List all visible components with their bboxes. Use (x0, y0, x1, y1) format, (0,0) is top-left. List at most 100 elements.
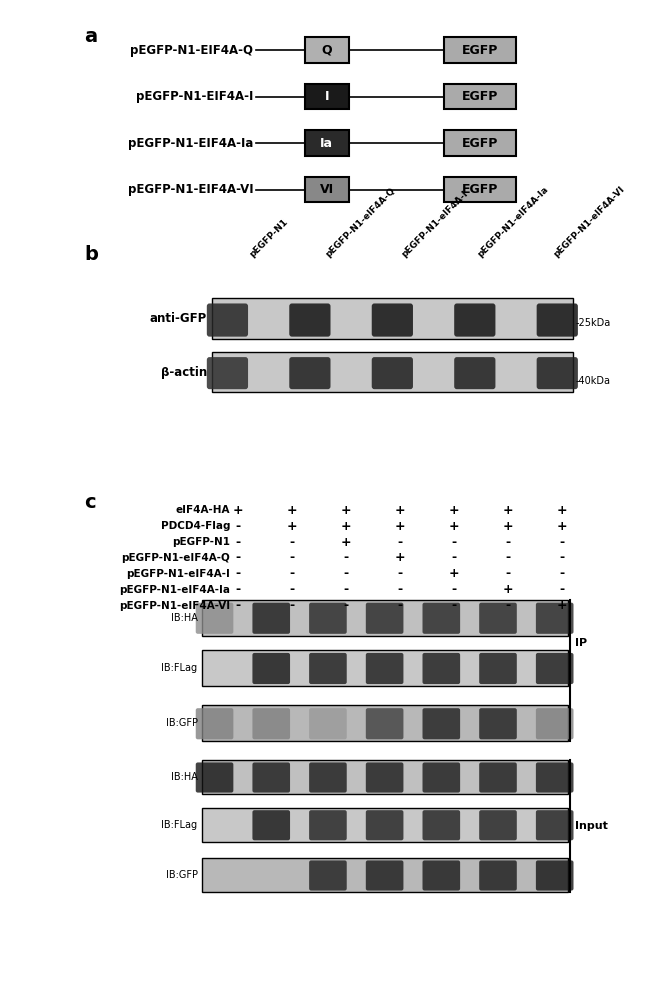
FancyBboxPatch shape (536, 708, 573, 739)
FancyBboxPatch shape (536, 603, 573, 634)
Text: -: - (289, 599, 295, 612)
FancyBboxPatch shape (536, 860, 573, 891)
Text: +: + (449, 520, 460, 533)
FancyBboxPatch shape (366, 653, 404, 684)
FancyBboxPatch shape (372, 357, 413, 389)
Text: -: - (452, 551, 457, 564)
Text: pEGFP-N1: pEGFP-N1 (172, 537, 230, 547)
Text: -: - (506, 567, 511, 580)
Text: eIF4A-HA: eIF4A-HA (176, 505, 230, 515)
Text: +: + (340, 536, 351, 549)
FancyBboxPatch shape (444, 130, 516, 156)
Text: -: - (560, 551, 565, 564)
FancyBboxPatch shape (366, 762, 404, 793)
FancyBboxPatch shape (422, 810, 460, 840)
FancyBboxPatch shape (479, 603, 517, 634)
Text: -: - (235, 536, 240, 549)
Text: +: + (449, 567, 460, 580)
Text: +: + (503, 520, 513, 533)
Bar (201, 650, 567, 686)
FancyBboxPatch shape (454, 303, 495, 337)
Text: -: - (398, 567, 402, 580)
Text: +: + (287, 520, 297, 533)
Text: IB:GFP: IB:GFP (166, 870, 198, 880)
Text: Ia: Ia (320, 137, 333, 150)
FancyBboxPatch shape (253, 762, 290, 793)
FancyBboxPatch shape (366, 810, 404, 840)
FancyBboxPatch shape (536, 762, 573, 793)
Text: +: + (449, 504, 460, 517)
FancyBboxPatch shape (207, 357, 248, 389)
Text: pEGFP-N1-eIF4A-VI: pEGFP-N1-eIF4A-VI (119, 601, 230, 611)
Text: pEGFP-N1-EIF4A-Ia: pEGFP-N1-EIF4A-Ia (128, 137, 253, 150)
Text: VI: VI (320, 183, 334, 196)
Text: -: - (235, 551, 240, 564)
Text: β-actin: β-actin (160, 366, 207, 379)
Text: +: + (557, 504, 568, 517)
FancyBboxPatch shape (444, 37, 516, 63)
FancyBboxPatch shape (207, 303, 248, 337)
FancyBboxPatch shape (309, 810, 346, 840)
Text: -: - (343, 599, 348, 612)
FancyBboxPatch shape (289, 303, 331, 337)
Text: IP: IP (575, 638, 587, 648)
Text: pEGFP-N1-eIF4A-Q: pEGFP-N1-eIF4A-Q (324, 186, 397, 259)
FancyBboxPatch shape (253, 653, 290, 684)
Text: -: - (289, 583, 295, 596)
Text: pEGFP-N1-eIF4A-Ia: pEGFP-N1-eIF4A-Ia (119, 585, 230, 595)
Text: -: - (289, 536, 295, 549)
FancyBboxPatch shape (366, 603, 404, 634)
Text: Input: Input (575, 821, 608, 831)
Text: -40kDa: -40kDa (575, 376, 610, 386)
Text: pEGFP-N1-EIF4A-Q: pEGFP-N1-EIF4A-Q (130, 44, 253, 57)
Text: -: - (506, 599, 511, 612)
FancyBboxPatch shape (309, 860, 346, 891)
FancyBboxPatch shape (422, 762, 460, 793)
Text: EGFP: EGFP (462, 137, 498, 150)
Text: -: - (235, 520, 240, 533)
Text: +: + (340, 504, 351, 517)
FancyBboxPatch shape (479, 653, 517, 684)
Text: pEGFP-N1: pEGFP-N1 (248, 217, 290, 259)
Text: -: - (235, 599, 240, 612)
Text: -: - (452, 536, 457, 549)
FancyBboxPatch shape (196, 603, 233, 634)
Text: -: - (343, 583, 348, 596)
Text: +: + (503, 583, 513, 596)
Bar (201, 760, 567, 794)
Text: anti-GFP: anti-GFP (150, 312, 207, 325)
Text: -: - (343, 551, 348, 564)
Text: +: + (557, 599, 568, 612)
FancyBboxPatch shape (454, 357, 495, 389)
Text: -: - (343, 567, 348, 580)
FancyBboxPatch shape (536, 810, 573, 840)
Text: pEGFP-N1-EIF4A-VI: pEGFP-N1-EIF4A-VI (128, 183, 253, 196)
FancyBboxPatch shape (196, 762, 233, 793)
Bar (201, 600, 567, 636)
Text: c: c (84, 493, 96, 512)
Text: +: + (395, 504, 406, 517)
Text: +: + (233, 504, 243, 517)
FancyBboxPatch shape (253, 603, 290, 634)
Text: EGFP: EGFP (462, 183, 498, 196)
Text: -: - (560, 583, 565, 596)
Bar (212, 352, 573, 392)
Text: pEGFP-N1-eIF4A-I: pEGFP-N1-eIF4A-I (126, 569, 230, 579)
Text: -: - (506, 536, 511, 549)
FancyBboxPatch shape (537, 357, 578, 389)
Text: -: - (506, 551, 511, 564)
FancyBboxPatch shape (444, 177, 516, 202)
FancyBboxPatch shape (305, 130, 348, 156)
FancyBboxPatch shape (444, 84, 516, 109)
Text: -: - (235, 583, 240, 596)
Text: pEGFP-N1-EIF4A-I: pEGFP-N1-EIF4A-I (136, 90, 253, 103)
FancyBboxPatch shape (422, 653, 460, 684)
FancyBboxPatch shape (422, 708, 460, 739)
Text: -: - (452, 583, 457, 596)
Text: EGFP: EGFP (462, 44, 498, 57)
Text: +: + (395, 520, 406, 533)
Text: EGFP: EGFP (462, 90, 498, 103)
Text: pEGFP-N1-eIF4A-Ia: pEGFP-N1-eIF4A-Ia (476, 185, 551, 259)
FancyBboxPatch shape (479, 860, 517, 891)
FancyBboxPatch shape (479, 810, 517, 840)
